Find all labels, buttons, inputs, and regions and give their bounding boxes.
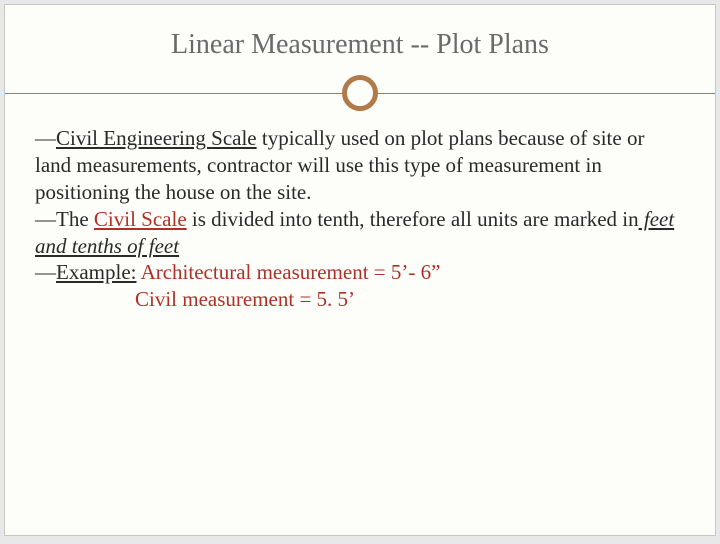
bullet-1: —Civil Engineering Scale typically used … bbox=[35, 125, 685, 206]
slide: Linear Measurement -- Plot Plans —Civil … bbox=[4, 4, 716, 536]
circle-icon bbox=[342, 75, 378, 111]
bullet-2: —The Civil Scale is divided into tenth, … bbox=[35, 206, 685, 260]
bullet-2-text-b: is divided into tenth, therefore all uni… bbox=[187, 207, 639, 231]
bullet-2-highlight: Civil Scale bbox=[94, 207, 187, 231]
bullet-mark-icon: — bbox=[35, 207, 56, 231]
bullet-mark-icon: — bbox=[35, 260, 56, 284]
bullet-3-arch: Architectural measurement = 5’- 6” bbox=[136, 260, 440, 284]
bullet-mark-icon: — bbox=[35, 126, 56, 150]
bullet-1-underline: Civil Engineering Scale bbox=[56, 126, 257, 150]
divider bbox=[5, 75, 715, 115]
bullet-3-label: Example: bbox=[56, 260, 136, 284]
bullet-3-civil: Civil measurement = 5. 5’ bbox=[35, 286, 685, 313]
slide-title: Linear Measurement -- Plot Plans bbox=[5, 29, 715, 61]
title-wrap: Linear Measurement -- Plot Plans bbox=[5, 5, 715, 61]
bullet-2-text-a: The bbox=[56, 207, 94, 231]
content-area: —Civil Engineering Scale typically used … bbox=[5, 115, 715, 313]
bullet-3: —Example: Architectural measurement = 5’… bbox=[35, 259, 685, 313]
